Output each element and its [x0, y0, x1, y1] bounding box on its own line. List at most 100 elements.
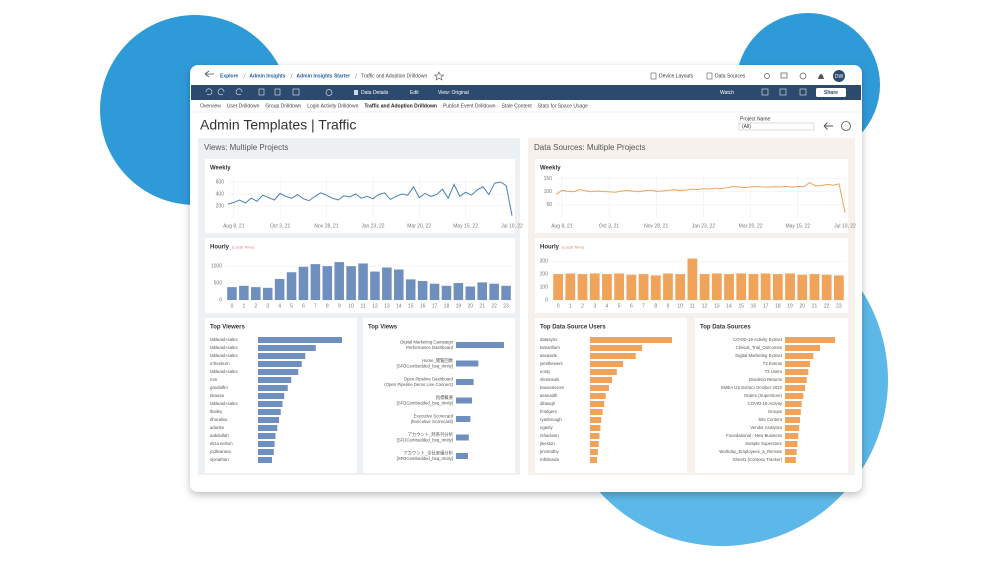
x-tick-label: 6: [630, 303, 633, 309]
dashboard-tab[interactable]: Group Drilldown: [265, 103, 301, 109]
bar: [785, 441, 798, 447]
comment-icon[interactable]: [780, 72, 788, 79]
bar: [553, 274, 563, 300]
toolbar-icon[interactable]: [779, 88, 787, 96]
top-action[interactable]: Device Layouts: [659, 73, 694, 79]
view-button[interactable]: View: Original: [438, 90, 469, 96]
bar: [465, 286, 476, 300]
breadcrumb-item[interactable]: Explore: [220, 73, 239, 79]
bar: [602, 274, 612, 300]
bar: [456, 342, 504, 348]
section-title: Data Sources: Multiple Projects: [534, 143, 646, 152]
y-tick-label: 300: [540, 259, 549, 265]
x-tick-label: 12: [702, 303, 708, 309]
x-tick-label: 3: [266, 303, 269, 309]
dashboard-tab[interactable]: Login Activity Drilldown: [307, 103, 358, 109]
share-button-bg[interactable]: [816, 88, 846, 97]
bar-label: bassxxlerom: [540, 385, 565, 390]
bar: [239, 285, 249, 300]
x-tick-label: 22: [824, 303, 830, 309]
chart-title: Hourly: [210, 245, 230, 251]
bar: [590, 409, 603, 415]
x-tick-label: 3: [593, 303, 596, 309]
bar-label: Home_閲覧回数: [422, 357, 454, 364]
filter-value[interactable]: (All): [742, 124, 751, 130]
toolbar-icon[interactable]: [274, 88, 281, 96]
bar-label: [SFDCembedded_bsq_trinity]: [397, 437, 453, 442]
dashboard-tab[interactable]: Stats for Space Usage: [538, 103, 588, 109]
datasource-icon: [706, 72, 713, 80]
dashboard-tab[interactable]: Stale Content: [501, 103, 532, 109]
dashboard-tab[interactable]: Traffic and Adoption Drilldown: [364, 103, 437, 109]
bar: [589, 273, 600, 300]
bar: [258, 441, 275, 447]
bar-label: Sheet1 (Contoso Tracker): [733, 457, 783, 462]
bar: [785, 369, 809, 375]
x-tick-label: 5: [290, 303, 293, 309]
bar-label: mfreeburn: [210, 361, 230, 366]
y-tick-label: 600: [216, 179, 225, 185]
x-tick-label: 7: [642, 303, 645, 309]
breadcrumb-item[interactable]: Admin Insights Starter: [296, 73, 350, 79]
x-tick-label: Aug 8, 21: [551, 223, 573, 229]
dashboard-tab[interactable]: Overview: [200, 103, 221, 109]
toolbar-icon[interactable]: [292, 88, 300, 96]
bar-label: (Open Pipeline Demo Live Connect): [384, 382, 453, 387]
bar: [258, 425, 278, 431]
bar: [258, 393, 285, 399]
bar: [785, 425, 800, 431]
bar: [809, 274, 820, 300]
bar-label: aeseaidh: [540, 393, 558, 398]
y-tick-label: 500: [214, 280, 223, 286]
bar: [724, 274, 734, 300]
x-tick-label: 0: [557, 303, 560, 309]
toolbar-icon[interactable]: [258, 88, 265, 96]
top-action[interactable]: Data Sources: [715, 73, 746, 79]
bar: [772, 274, 783, 300]
bar-label: fmtdgers: [540, 409, 557, 414]
share-button[interactable]: Share: [824, 90, 838, 96]
x-tick-label: 1: [569, 303, 572, 309]
bar: [590, 449, 598, 455]
undo-redo-icons[interactable]: [205, 88, 243, 96]
bar: [258, 353, 306, 359]
x-tick-label: 10: [348, 303, 354, 309]
bar-label: Sample Superstore: [745, 441, 782, 446]
x-tick-label: 1: [242, 303, 245, 309]
notification-icon[interactable]: [818, 74, 824, 79]
help-icon[interactable]: [799, 72, 807, 80]
y-tick-label: 0: [219, 297, 222, 303]
x-tick-label: Mar 20, 22: [739, 223, 763, 229]
breadcrumb-item[interactable]: Admin Insights: [249, 73, 285, 79]
search-icon[interactable]: [764, 73, 770, 79]
toolbar-icon[interactable]: [799, 88, 807, 96]
x-tick-label: 8: [326, 303, 329, 309]
avatar[interactable]: [833, 70, 845, 82]
bar-label: Vendor Analytics: [750, 425, 782, 430]
x-tick-label: 18: [444, 303, 450, 309]
bar: [675, 274, 686, 300]
back-button[interactable]: [823, 122, 833, 130]
y-tick-label: 100: [544, 189, 553, 195]
data-details-button[interactable]: Data Details: [361, 90, 389, 96]
x-tick-label: 9: [667, 303, 670, 309]
x-tick-label: 16: [420, 303, 426, 309]
toolbar-icon[interactable]: [325, 89, 333, 96]
info-button[interactable]: [841, 121, 851, 131]
x-tick-label: 15: [408, 303, 414, 309]
filter-dropdown[interactable]: [738, 122, 815, 131]
x-tick-label: 17: [763, 303, 769, 309]
favorite-star[interactable]: [433, 71, 445, 81]
back-arrow[interactable]: [204, 70, 214, 78]
bar: [258, 345, 316, 351]
x-tick-label: 14: [396, 303, 402, 309]
dashboard-tab[interactable]: User Drilldown: [227, 103, 260, 109]
toolbar-icon[interactable]: [761, 88, 769, 96]
bar-label: [SFDCembedded_bsq_trinity]: [397, 363, 453, 368]
dashboard-tab[interactable]: Publish Event Drilldown: [443, 103, 496, 109]
edit-button[interactable]: Edit: [410, 90, 419, 96]
bar: [382, 267, 392, 300]
line-series: [227, 181, 513, 216]
watch-button[interactable]: Watch: [720, 90, 734, 96]
breadcrumb-item[interactable]: Traffic and Adoption Drilldown: [361, 73, 427, 79]
